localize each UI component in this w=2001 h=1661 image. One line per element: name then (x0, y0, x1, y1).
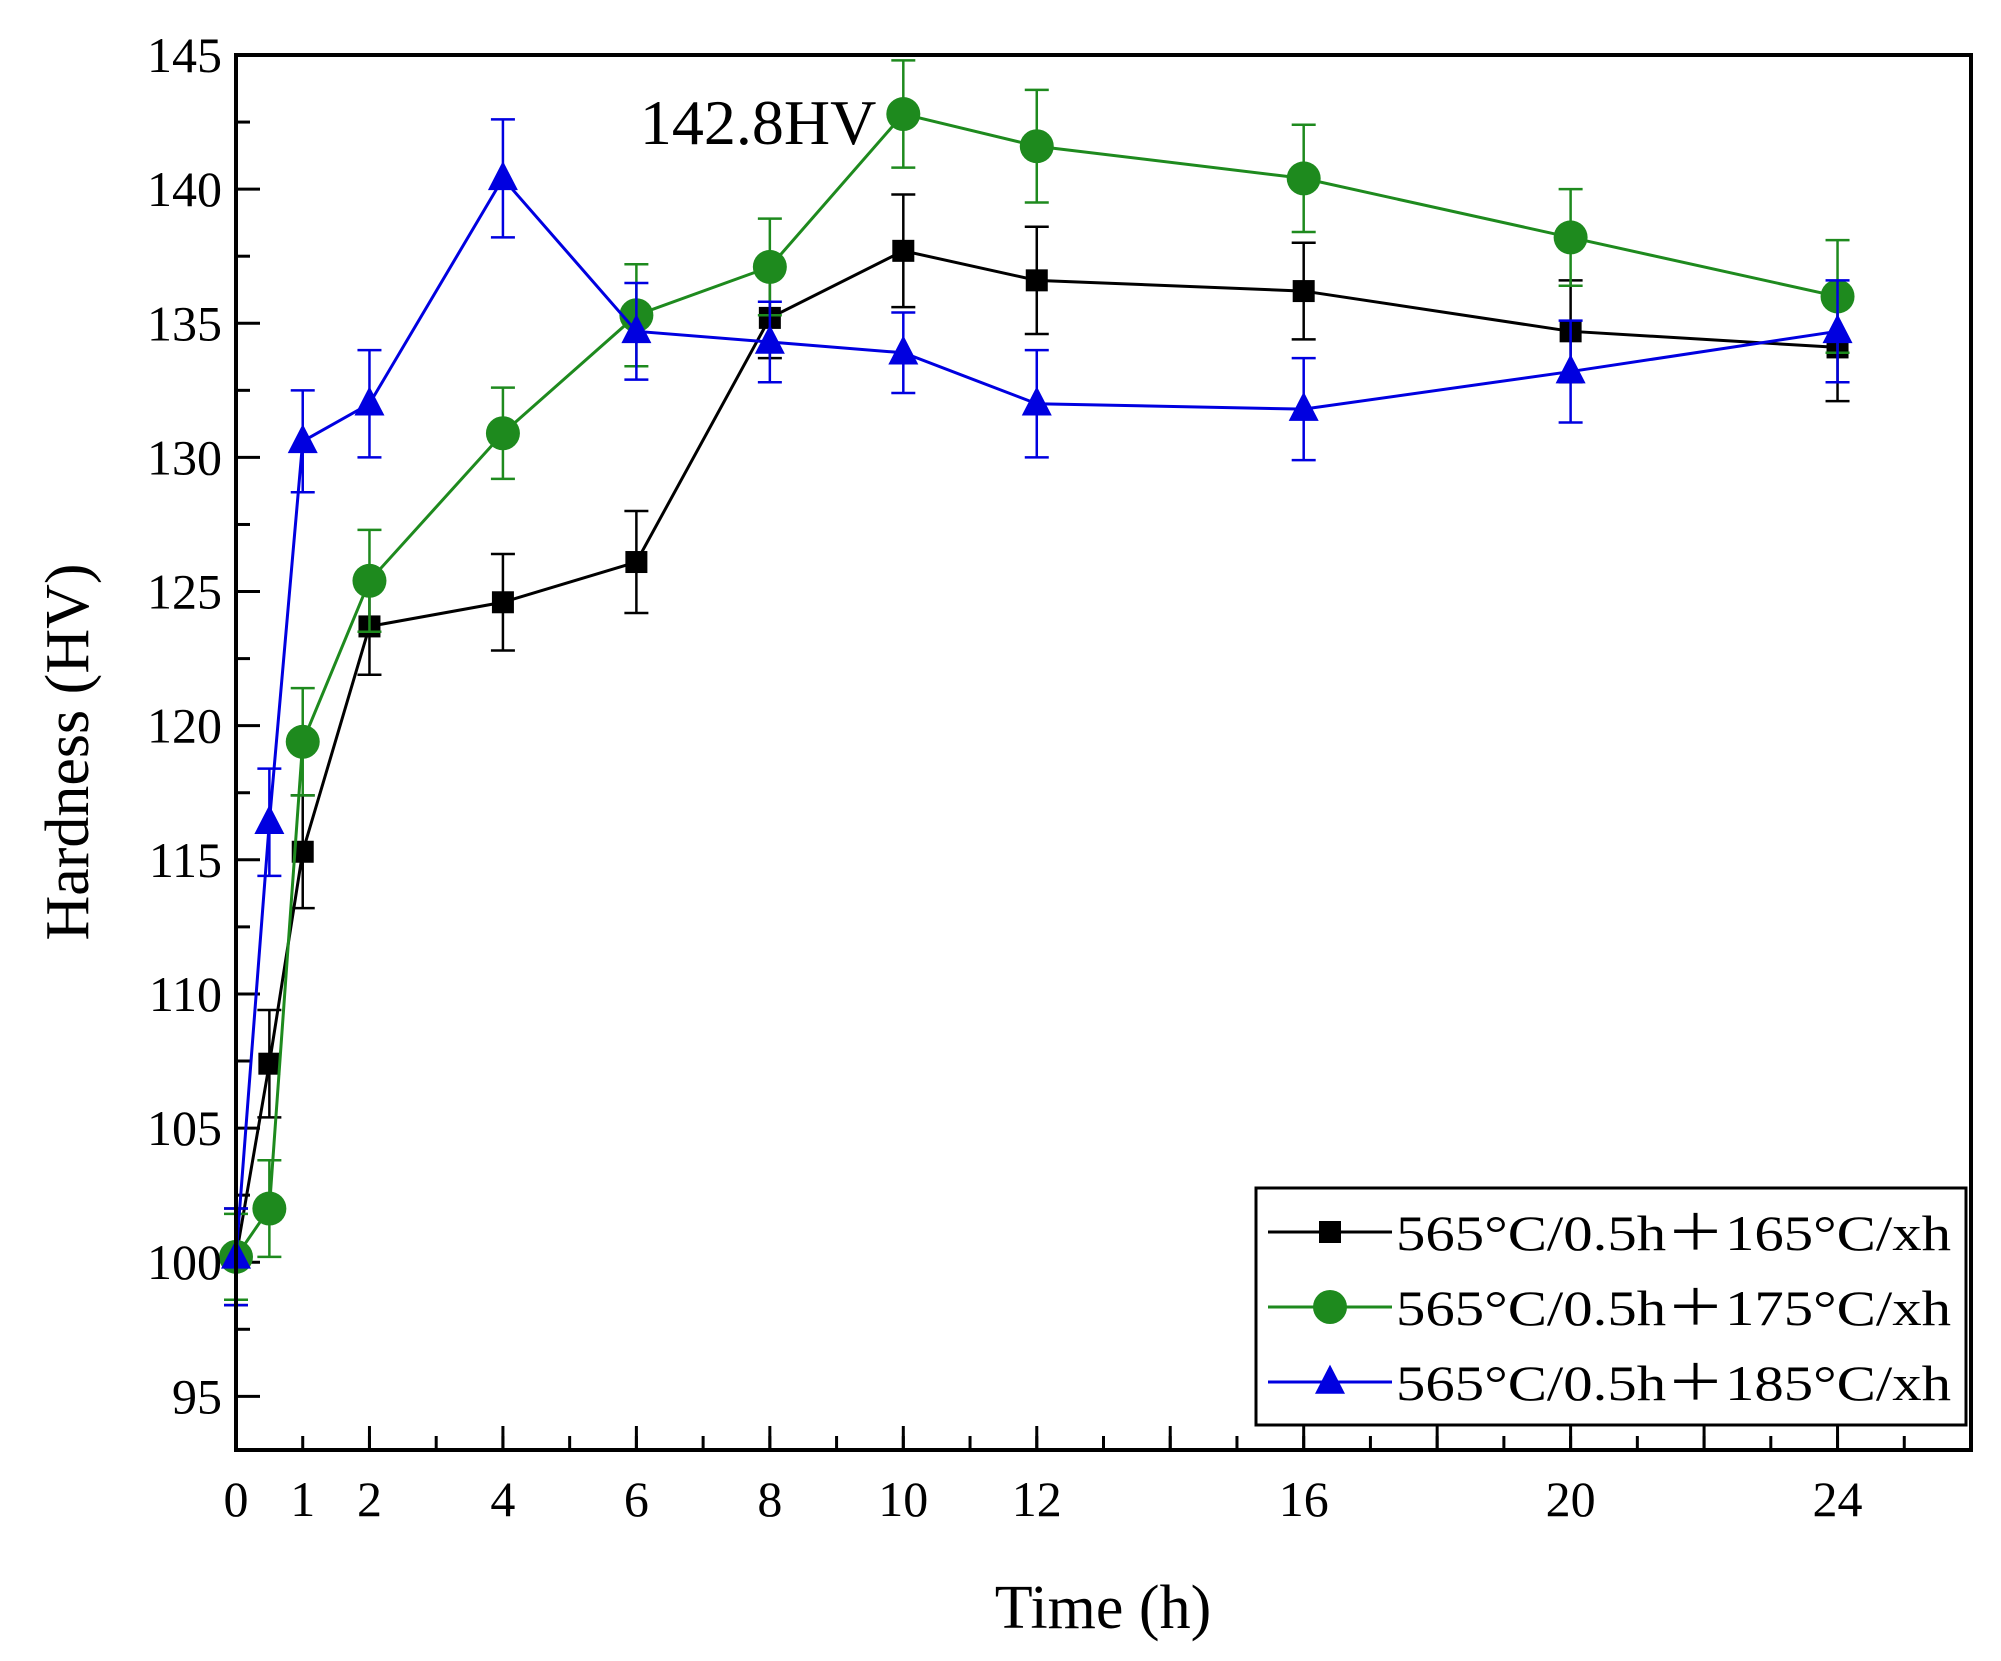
legend-marker (1315, 1364, 1345, 1394)
y-tick-label: 95 (172, 1368, 222, 1424)
data-point (621, 313, 652, 344)
legend-entry: 565°C/0.5h＋175°C/xh (1268, 1280, 1951, 1336)
data-point (625, 551, 648, 574)
data-point (888, 335, 919, 365)
legend-marker (1313, 1290, 1347, 1324)
data-point (892, 239, 915, 262)
x-tick-label: 0 (224, 1471, 249, 1527)
legend-entry: 565°C/0.5h＋165°C/xh (1268, 1205, 1951, 1261)
y-tick-label: 115 (149, 832, 222, 888)
y-tick-label: 130 (147, 429, 222, 485)
y-tick-label: 105 (147, 1100, 222, 1156)
labels-layer: 0 1 2 4 6 8 10 12 16 20 24951001051101151201251301… (147, 27, 1863, 1527)
x-tick-label: 24 (1813, 1471, 1863, 1527)
x-tick-label: 2 (357, 1471, 382, 1527)
data-point (1021, 386, 1052, 416)
tick-layer (234, 53, 1973, 1450)
data-point (1555, 354, 1586, 384)
data-point (1286, 161, 1321, 196)
legend-label: 565°C/0.5h＋185°C/xh (1396, 1355, 1951, 1411)
plot-frame (234, 53, 1973, 1452)
x-axis-title: Time (h) (995, 1574, 1211, 1642)
y-axis-title: Hardness (HV) (34, 563, 102, 940)
x-tick-label: 20 (1546, 1471, 1596, 1527)
data-point (1553, 220, 1588, 255)
data-point (1288, 391, 1319, 421)
data-point (1025, 269, 1048, 292)
legend-entry: 565°C/0.5h＋185°C/xh (1268, 1355, 1951, 1411)
data-point (485, 416, 520, 451)
y-tick-label: 145 (147, 27, 222, 83)
legend: 565°C/0.5h＋165°C/xh 565°C/0.5h＋175°C/xh 56… (1254, 1186, 1968, 1427)
x-tick-label: 1 (290, 1471, 315, 1527)
y-tick-label: 110 (149, 966, 222, 1022)
data-point (1292, 280, 1315, 303)
data-point (354, 386, 385, 416)
series-line (234, 249, 1838, 1258)
data-point (886, 97, 921, 132)
data-point (254, 804, 285, 835)
x-tick-label: 10 (878, 1471, 928, 1527)
data-point (752, 249, 787, 284)
x-tick-label: 8 (757, 1471, 782, 1527)
x-tick-label: 4 (490, 1471, 515, 1527)
data-point (252, 1191, 287, 1226)
y-tick-label: 100 (147, 1234, 222, 1290)
y-tick-label: 120 (147, 698, 222, 754)
data-point (491, 591, 514, 614)
x-tick-label: 16 (1279, 1471, 1329, 1527)
series-line (234, 112, 1838, 1258)
data-point (291, 840, 314, 863)
y-tick-label: 125 (147, 564, 222, 620)
y-tick-label: 135 (147, 295, 222, 351)
legend-marker (1319, 1221, 1341, 1243)
x-tick-label: 12 (1012, 1471, 1062, 1527)
data-point (287, 423, 318, 454)
legend-label: 565°C/0.5h＋175°C/xh (1396, 1280, 1951, 1336)
data-point (258, 1052, 281, 1075)
x-tick-label: 6 (624, 1471, 649, 1527)
series-line (234, 175, 1838, 1257)
legend-label: 565°C/0.5h＋165°C/xh (1396, 1205, 1951, 1261)
data-point (1822, 313, 1853, 344)
peak-annotation: 142.8HV (640, 87, 876, 158)
data-point (1019, 129, 1054, 164)
y-tick-label: 140 (147, 161, 222, 217)
data-point (754, 324, 785, 354)
data-point (487, 161, 518, 191)
data-point (352, 563, 387, 598)
data-point (285, 724, 320, 759)
